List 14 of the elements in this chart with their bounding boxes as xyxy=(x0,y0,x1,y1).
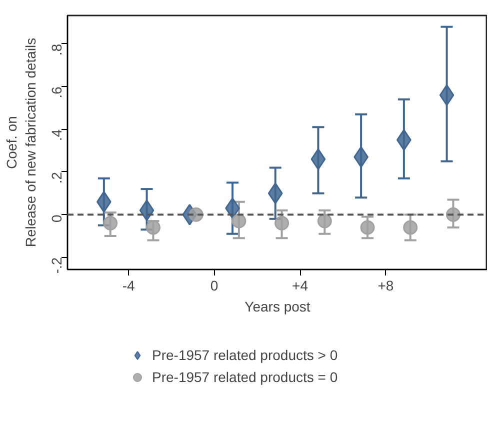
x-tick-label: 0 xyxy=(210,278,218,294)
y-axis-title: Coef. on Release of new fabrication details xyxy=(3,38,38,248)
x-tick-label: +8 xyxy=(378,278,394,294)
y-tick-label: -.2 xyxy=(48,257,64,274)
y-tick-label: 0 xyxy=(48,214,64,222)
x-tick-label: -4 xyxy=(122,278,136,294)
y-tick-label: .6 xyxy=(48,86,64,98)
x-axis-title: Years post xyxy=(244,298,310,314)
y-tick-label: .8 xyxy=(48,44,64,56)
y-tick-label: .2 xyxy=(48,172,64,184)
legend-label: Pre-1957 related products = 0 xyxy=(152,369,338,385)
y-tick-label: .4 xyxy=(48,129,64,141)
legend-label: Pre-1957 related products > 0 xyxy=(152,347,338,363)
x-tick-label: +4 xyxy=(292,278,308,294)
